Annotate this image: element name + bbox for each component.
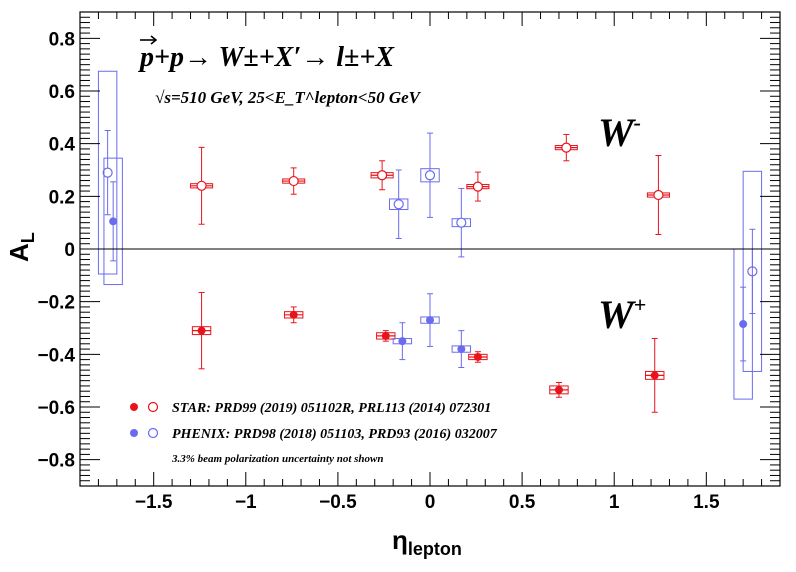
x-axis-title: ηlepton — [392, 525, 462, 559]
legend-star-text: STAR: PRD99 (2019) 051102R, PRL113 (2014… — [172, 401, 491, 416]
legend-star-open-marker — [147, 401, 159, 413]
polarization-note: 3.3% beam polarization uncertainty not s… — [171, 453, 383, 465]
y-tick-label: 0.6 — [49, 82, 75, 103]
y-tick-label: −0.2 — [37, 293, 75, 314]
data-point — [288, 175, 299, 187]
data-point — [377, 170, 388, 181]
data-point — [381, 331, 390, 340]
data-point — [456, 217, 467, 228]
data-point — [457, 345, 466, 354]
data-point — [398, 337, 407, 346]
data-point — [196, 180, 207, 191]
x-tick-label: −0.5 — [319, 492, 357, 513]
data-point — [554, 385, 563, 394]
w-plus-label: W+ — [598, 292, 646, 337]
data-point — [289, 310, 298, 319]
x-tick-label: 1.5 — [693, 492, 720, 513]
x-tick-label: 0.5 — [509, 492, 536, 513]
y-tick-label: −0.6 — [37, 398, 75, 419]
vector-arrow-head — [150, 35, 158, 45]
w-minus-label: W- — [598, 110, 641, 155]
x-tick-label: 0 — [425, 492, 436, 513]
data-point — [426, 316, 434, 325]
x-tick-label: −1.5 — [135, 492, 173, 513]
data-point — [109, 217, 118, 226]
y-axis-title: AL — [4, 232, 38, 262]
legend: STAR: PRD99 (2019) 051102R, PRL113 (2014… — [130, 401, 498, 465]
x-tick-label: 1 — [609, 492, 620, 513]
chart-title-text: p+p→ W±+X′→ l±+X — [138, 42, 395, 73]
legend-star-filled-marker — [130, 403, 138, 411]
y-tick-label: 0 — [64, 240, 75, 261]
chart-axes: −1.5 −1 −0.5 0 0.5 1 1.5 −0.8 −0.6 −0.4 −0.2 0 0.2 0.… — [37, 11, 781, 513]
data-point — [561, 142, 572, 153]
chart-marks — [97, 70, 763, 413]
legend-phenix-filled-marker — [130, 429, 138, 437]
chart-subtitle: √s=510 GeV, 25<E_T^lepton<50 GeV — [155, 88, 422, 107]
series-star-w- — [191, 291, 665, 413]
y-tick-label: 0.4 — [49, 135, 76, 156]
legend-phenix-text: PHENIX: PRD98 (2018) 051103, PRD93 (2016… — [172, 427, 498, 442]
data-point — [650, 371, 659, 380]
y-tick-label: −0.4 — [37, 345, 75, 366]
y-tick-label: 0.2 — [49, 187, 75, 208]
y-tick-label: 0.8 — [49, 29, 75, 50]
systematic-box — [103, 157, 123, 286]
data-point — [424, 170, 436, 181]
data-point — [102, 167, 113, 178]
data-point — [197, 326, 206, 335]
x-tick-label: −1 — [235, 492, 257, 513]
legend-phenix-open-marker — [147, 427, 159, 439]
data-point — [472, 181, 483, 192]
data-point — [393, 199, 404, 210]
series-star-w- — [190, 133, 670, 236]
data-point — [653, 189, 664, 201]
systematic-box — [97, 70, 118, 275]
data-point — [739, 320, 748, 329]
chart-title: p+p→ W±+X′→ l±+X — [138, 42, 395, 73]
y-tick-label: −0.8 — [37, 451, 75, 472]
data-point — [473, 352, 482, 361]
